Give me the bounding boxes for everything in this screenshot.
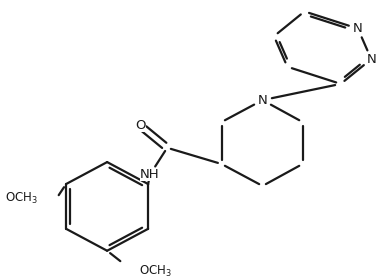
Text: N: N <box>258 94 267 106</box>
Text: NH: NH <box>140 168 160 181</box>
Text: N: N <box>366 53 376 66</box>
Text: OCH$_3$: OCH$_3$ <box>139 264 171 278</box>
Text: OCH$_3$: OCH$_3$ <box>5 191 38 206</box>
Text: N: N <box>353 22 363 35</box>
Text: O: O <box>135 119 146 132</box>
